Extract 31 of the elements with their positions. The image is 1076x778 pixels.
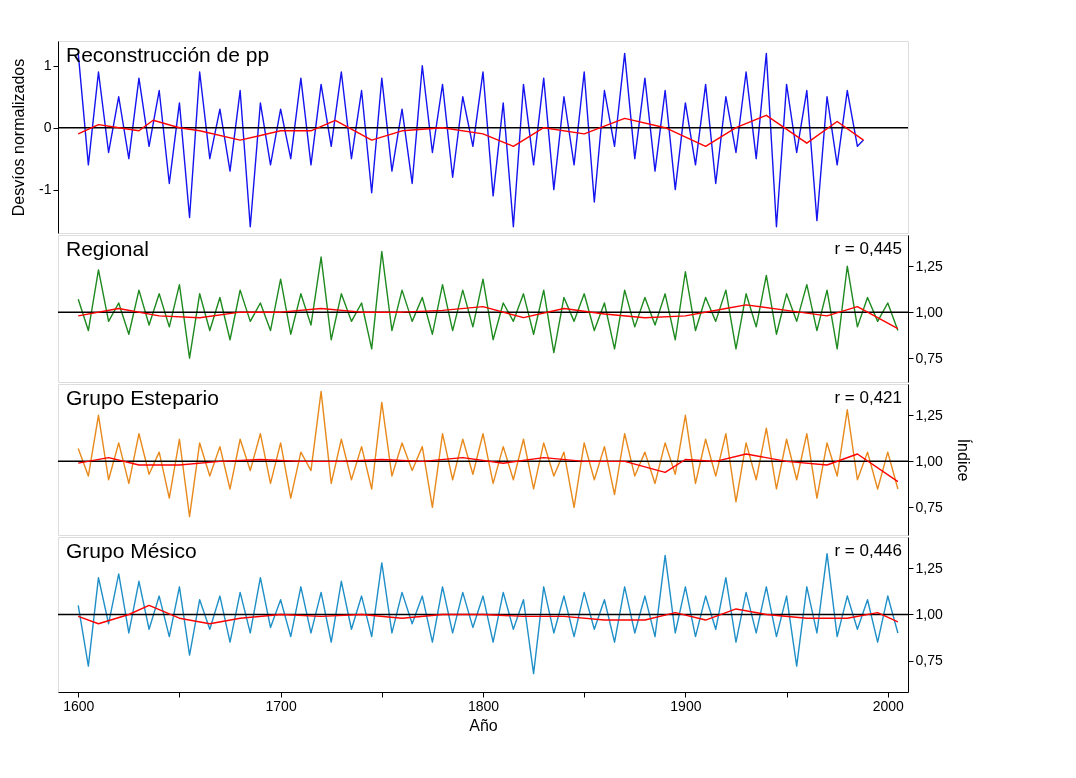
line-series [77, 304, 899, 330]
x-tick-label: 1900 [670, 697, 702, 714]
x-tick-label: 1700 [265, 697, 297, 714]
y2-tick-label: 1,25 [915, 257, 943, 274]
y-tick-label: -1 [39, 181, 52, 198]
chart-title: Reconstrucción de pp [66, 43, 270, 66]
y2-tick-label: 0,75 [915, 498, 943, 515]
line-series [77, 453, 899, 483]
y2-tick-label: 0,75 [915, 349, 943, 366]
line-series [77, 114, 865, 147]
chart-title: Regional [66, 237, 149, 260]
y2-axis-title: Índice [954, 438, 973, 482]
chart-title: Grupo Estepario [66, 386, 219, 409]
y2-tick-label: 1,25 [915, 406, 943, 423]
y2-tick-label: 1,00 [915, 303, 943, 320]
chart-title: Grupo Mésico [66, 539, 197, 562]
y2-tick-label: 1,00 [915, 452, 943, 469]
line-series [77, 604, 899, 625]
x-tick-label: 1600 [63, 697, 95, 714]
x-axis-title: Año [469, 716, 498, 734]
y-tick-label: 0 [43, 119, 52, 136]
x-tick-label: 2000 [872, 697, 905, 714]
y2-tick-label: 0,75 [915, 652, 943, 669]
y-axis-title: Desvíos normalizados [10, 58, 28, 217]
annotation: r = 0,445 [834, 239, 902, 258]
annotation: r = 0,446 [834, 541, 902, 560]
x-tick-label: 1800 [467, 697, 500, 714]
y-tick-label: 1 [43, 57, 52, 74]
annotation: r = 0,421 [834, 388, 902, 407]
y2-tick-label: 1,25 [915, 559, 943, 576]
y2-tick-label: 1,00 [915, 606, 943, 622]
